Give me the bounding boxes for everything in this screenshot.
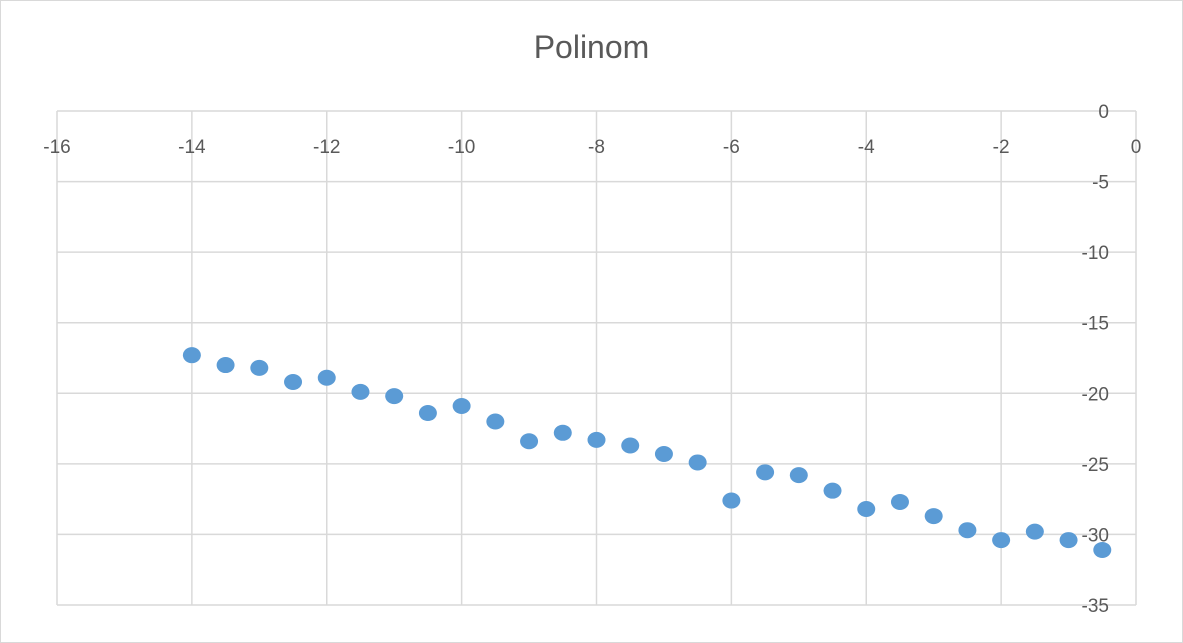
y-tick-label-1: -5 xyxy=(1092,173,1109,194)
data-point-16 xyxy=(722,492,741,509)
x-tick-label-8: 0 xyxy=(1131,137,1142,158)
data-point-18 xyxy=(789,467,808,484)
x-tick-label-2: -12 xyxy=(313,137,340,158)
y-tick-label-7: -35 xyxy=(1082,596,1109,617)
y-tick-label-3: -15 xyxy=(1082,314,1109,335)
x-tick-label-7: -2 xyxy=(993,137,1010,158)
data-point-9 xyxy=(486,413,505,430)
x-tick-label-5: -6 xyxy=(723,137,740,158)
data-point-26 xyxy=(1059,532,1078,549)
data-point-23 xyxy=(958,522,977,539)
data-point-24 xyxy=(992,532,1011,549)
data-point-11 xyxy=(553,424,572,441)
data-point-20 xyxy=(857,501,876,518)
data-point-2 xyxy=(250,359,269,376)
data-point-15 xyxy=(688,454,707,471)
data-points xyxy=(182,347,1112,558)
x-tick-label-3: -10 xyxy=(448,137,475,158)
data-point-27 xyxy=(1093,541,1112,558)
data-point-19 xyxy=(823,482,842,499)
data-point-22 xyxy=(924,508,943,525)
data-point-0 xyxy=(182,347,201,364)
y-tick-labels: 0 -5 -10 -15 -20 -25 -30 -35 xyxy=(1082,102,1109,617)
data-point-12 xyxy=(587,431,606,448)
y-tick-label-4: -20 xyxy=(1082,384,1109,405)
y-tick-label-6: -30 xyxy=(1082,525,1109,546)
data-point-8 xyxy=(452,397,471,414)
x-tick-label-1: -14 xyxy=(178,137,206,158)
data-point-5 xyxy=(351,383,370,400)
y-tick-label-2: -10 xyxy=(1082,243,1109,264)
x-tick-label-0: -16 xyxy=(43,137,70,158)
data-point-13 xyxy=(621,437,640,454)
data-point-10 xyxy=(520,433,539,450)
y-gridlines xyxy=(57,110,1136,606)
x-tick-label-6: -4 xyxy=(858,137,875,158)
data-point-1 xyxy=(216,357,235,374)
x-tick-labels: -16 -14 -12 -10 -8 -6 -4 -2 0 xyxy=(43,137,1141,158)
data-point-14 xyxy=(654,445,673,462)
data-point-25 xyxy=(1025,523,1044,540)
chart-title: Polinom xyxy=(533,29,650,65)
y-tick-label-5: -25 xyxy=(1082,455,1109,476)
data-point-17 xyxy=(756,464,775,481)
x-tick-label-4: -8 xyxy=(588,137,605,158)
data-point-21 xyxy=(890,493,909,510)
data-point-3 xyxy=(284,373,303,390)
data-point-7 xyxy=(418,405,437,422)
y-tick-label-0: 0 xyxy=(1098,102,1109,123)
data-point-6 xyxy=(385,388,404,405)
data-point-4 xyxy=(317,369,336,386)
